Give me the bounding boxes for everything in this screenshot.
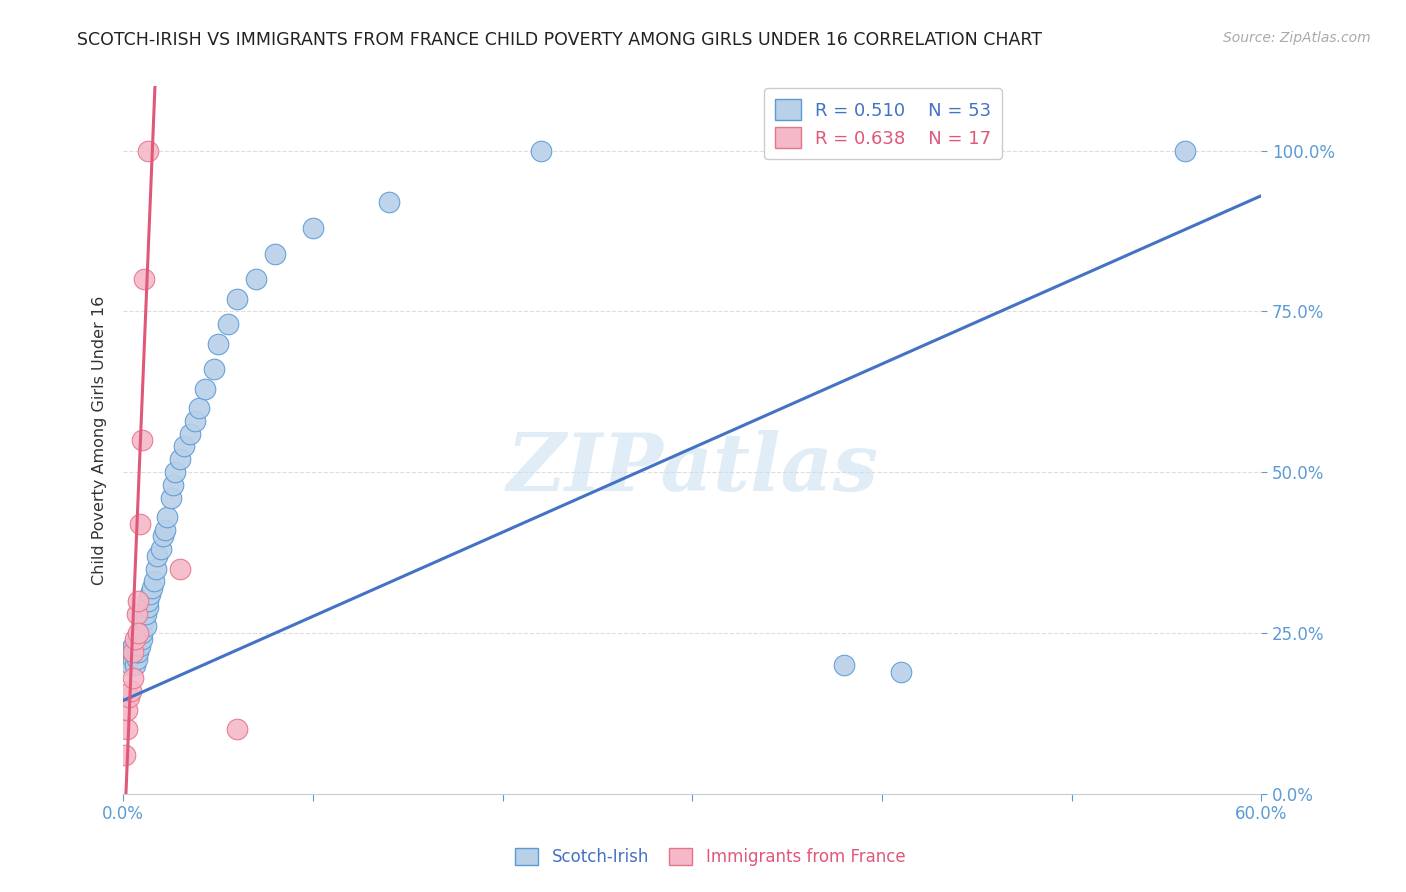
Point [169,452,191,467]
Point [131,626,153,640]
Point [115,645,138,659]
Point [142,574,165,589]
Point [121,639,143,653]
Point [226,723,249,737]
Point [173,440,195,454]
Point [134,613,156,627]
Legend: Scotch-Irish, Immigrants from France: Scotch-Irish, Immigrants from France [508,841,912,873]
Point [202,362,225,376]
Point [146,549,169,563]
Point [125,639,148,653]
Point [264,246,287,260]
Point [124,658,146,673]
Point [188,401,211,415]
Point [302,220,325,235]
Point [136,594,159,608]
Point [378,195,401,210]
Point [120,658,142,673]
Point [131,433,153,447]
Point [121,645,143,659]
Point [115,723,138,737]
Point [134,272,156,286]
Point [217,318,239,332]
Point [179,426,201,441]
Point [129,639,152,653]
Point [120,645,142,659]
Point [136,600,159,615]
Point [125,607,148,621]
Point [159,491,181,505]
Point [194,382,217,396]
Point [129,516,152,531]
Text: ZIPatlas: ZIPatlas [506,430,879,507]
Point [118,690,141,705]
Point [163,465,186,479]
Point [118,651,141,665]
Point [125,651,148,665]
Point [162,478,184,492]
Point [127,632,149,647]
Point [226,292,249,306]
Point [136,144,159,158]
Point [121,645,143,659]
Point [156,510,179,524]
Point [129,626,152,640]
Point [120,683,142,698]
Point [153,523,176,537]
Point [141,581,163,595]
Point [127,594,149,608]
Point [127,645,149,659]
Point [114,748,136,763]
Y-axis label: Child Poverty Among Girls Under 16: Child Poverty Among Girls Under 16 [93,295,107,584]
Point [127,626,149,640]
Point [125,645,148,659]
Point [145,561,167,575]
Text: SCOTCH-IRISH VS IMMIGRANTS FROM FRANCE CHILD POVERTY AMONG GIRLS UNDER 16 CORREL: SCOTCH-IRISH VS IMMIGRANTS FROM FRANCE C… [77,31,1042,49]
Point [135,607,157,621]
Point [832,658,855,673]
Point [139,587,162,601]
Legend: R = 0.510    N = 53, R = 0.638    N = 17: R = 0.510 N = 53, R = 0.638 N = 17 [765,88,1002,159]
Point [1174,144,1197,158]
Text: Source: ZipAtlas.com: Source: ZipAtlas.com [1223,31,1371,45]
Point [115,703,138,717]
Point [150,542,173,557]
Point [124,632,146,647]
Point [184,414,207,428]
Point [124,645,146,659]
Point [121,671,143,685]
Point [207,336,229,351]
Point [152,529,174,543]
Point [890,665,912,679]
Point [529,144,551,158]
Point [245,272,267,286]
Point [121,651,143,665]
Point [169,561,191,575]
Point [135,619,157,633]
Point [131,632,153,647]
